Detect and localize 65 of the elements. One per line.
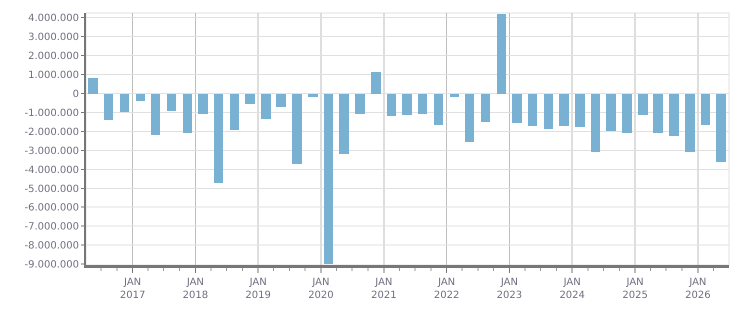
bar	[308, 94, 318, 97]
x-tick-label: JAN 2017	[120, 277, 146, 301]
bar	[276, 94, 286, 107]
bar	[324, 94, 333, 264]
bar	[261, 94, 271, 119]
bar	[591, 94, 600, 152]
bar	[606, 94, 616, 131]
bar	[402, 94, 412, 115]
y-tick-label: 4.000.000	[28, 13, 79, 24]
bar	[371, 72, 381, 94]
bar	[465, 94, 474, 142]
bar	[575, 94, 585, 127]
bar	[339, 94, 349, 154]
bar	[355, 94, 365, 114]
bar	[88, 78, 98, 94]
bar	[685, 94, 695, 152]
bar	[104, 94, 113, 120]
bar	[559, 94, 569, 126]
bar	[622, 94, 632, 133]
bar	[151, 94, 160, 135]
bar	[214, 94, 223, 183]
x-tick-label: JAN 2025	[622, 277, 648, 301]
y-tick-label: -5.000.000	[24, 184, 79, 195]
bar	[497, 14, 506, 94]
bar	[245, 94, 255, 104]
x-tick-label: JAN 2024	[559, 277, 585, 301]
y-tick-label: -8.000.000	[24, 240, 79, 252]
bar	[716, 94, 726, 162]
bar	[638, 94, 648, 115]
y-tick-label: -4.000.000	[24, 164, 79, 176]
bar	[418, 94, 427, 114]
bar	[528, 94, 537, 126]
y-tick-label: -3.000.000	[24, 146, 79, 157]
x-tick-label: JAN 2018	[182, 277, 208, 301]
bar	[120, 94, 129, 112]
y-tick-label: -1.000.000	[24, 108, 79, 119]
y-tick-label: 2.000.000	[28, 51, 79, 62]
bar	[653, 94, 663, 133]
bar	[387, 94, 396, 116]
bar	[198, 94, 208, 114]
bar	[167, 94, 176, 111]
bar	[701, 94, 710, 125]
bar	[450, 94, 459, 97]
x-tick-label: JAN 2020	[308, 277, 334, 301]
x-tick-label: JAN 2021	[371, 277, 397, 301]
bar	[230, 94, 239, 130]
y-tick-label: -9.000.000	[24, 260, 79, 271]
x-tick-label: JAN 2019	[245, 277, 271, 301]
bar	[136, 94, 145, 101]
x-tick-label: JAN 2023	[496, 277, 522, 301]
y-tick-label: 3.000.000	[28, 32, 79, 44]
y-tick-label: 1.000.000	[28, 70, 79, 82]
y-tick-label: 0	[72, 89, 79, 100]
bar	[544, 94, 553, 129]
bar	[183, 94, 192, 133]
y-tick-label: -6.000.000	[24, 202, 79, 214]
y-tick-label: -7.000.000	[24, 222, 79, 233]
x-tick-label: JAN 2022	[434, 277, 460, 301]
bar	[512, 94, 522, 123]
bar	[669, 94, 679, 136]
bar	[434, 94, 443, 125]
bar	[292, 94, 302, 164]
bar	[481, 94, 490, 122]
y-tick-label: -2.000.000	[24, 126, 79, 138]
x-tick-label: JAN 2026	[685, 277, 711, 301]
